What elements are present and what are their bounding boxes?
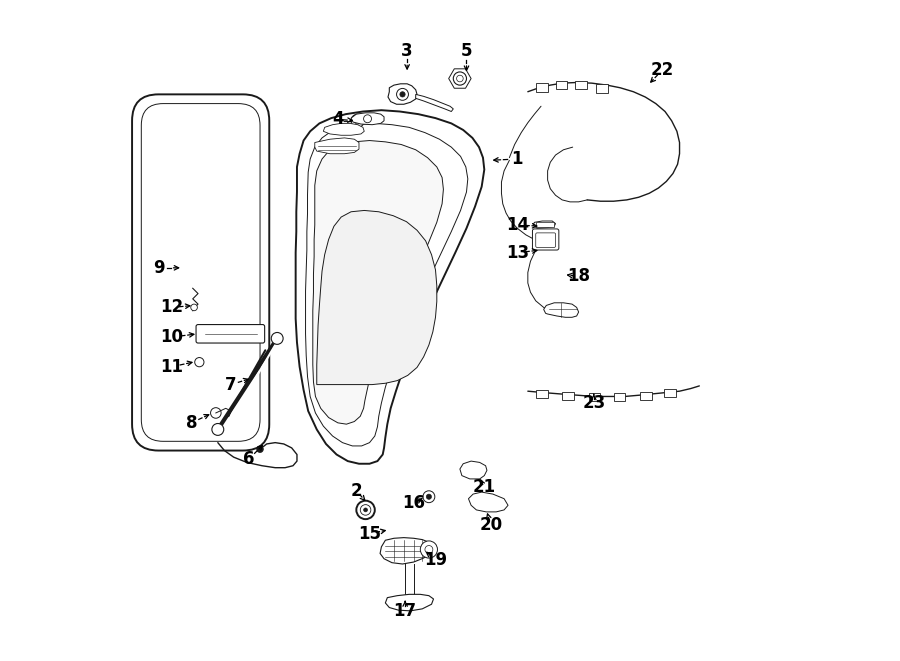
Bar [664,389,676,397]
Circle shape [194,358,204,367]
Circle shape [351,114,364,128]
Circle shape [427,494,431,499]
Polygon shape [469,492,508,512]
Text: 2: 2 [350,482,362,500]
Circle shape [271,332,284,344]
Bar [562,392,574,400]
Polygon shape [313,141,444,424]
FancyBboxPatch shape [536,233,555,247]
Circle shape [364,508,367,512]
Text: 18: 18 [567,268,590,286]
Polygon shape [385,594,434,611]
Polygon shape [449,69,471,88]
Text: 8: 8 [185,414,197,432]
Circle shape [423,490,435,502]
Circle shape [454,72,466,85]
Text: 21: 21 [472,479,496,496]
Text: 16: 16 [402,494,425,512]
Polygon shape [315,138,359,154]
Bar [555,81,567,89]
Text: 1: 1 [511,150,523,168]
Bar [536,83,547,92]
Bar [589,393,600,401]
Polygon shape [305,124,468,446]
Text: 5: 5 [461,42,472,61]
Text: 23: 23 [582,394,606,412]
FancyBboxPatch shape [533,229,559,250]
Circle shape [356,500,374,519]
Text: 3: 3 [401,42,413,61]
Text: 20: 20 [480,516,502,534]
Polygon shape [533,221,555,228]
Bar [597,85,608,93]
Circle shape [256,446,264,453]
Text: 4: 4 [332,110,344,128]
Text: 11: 11 [160,358,183,376]
Circle shape [355,118,361,124]
FancyBboxPatch shape [141,104,260,442]
Text: 15: 15 [358,525,381,543]
Circle shape [425,545,433,553]
Circle shape [212,424,224,436]
Text: 13: 13 [506,244,529,262]
Text: 22: 22 [651,61,674,79]
Bar [640,392,652,400]
Circle shape [364,115,372,123]
Text: 7: 7 [225,375,237,393]
Polygon shape [296,110,484,464]
Polygon shape [351,113,384,125]
Polygon shape [380,537,431,564]
Circle shape [420,541,437,558]
Polygon shape [416,95,454,112]
Polygon shape [388,84,417,104]
Text: 6: 6 [243,450,255,468]
Bar [614,393,626,401]
Polygon shape [460,461,487,479]
Bar [536,390,547,398]
Circle shape [360,504,371,515]
Text: 10: 10 [160,328,183,346]
Bar [575,81,587,89]
Text: 12: 12 [160,298,184,317]
FancyBboxPatch shape [132,95,269,451]
Polygon shape [323,124,364,136]
Circle shape [456,75,464,82]
Polygon shape [317,210,436,385]
Text: 14: 14 [506,216,529,234]
Text: 19: 19 [424,551,447,569]
Text: 17: 17 [393,602,417,620]
Circle shape [191,304,197,311]
Circle shape [211,408,221,418]
Text: 9: 9 [153,259,165,277]
Circle shape [397,89,409,100]
FancyBboxPatch shape [196,325,265,343]
Circle shape [400,92,405,97]
Polygon shape [544,303,579,317]
Bar [536,221,554,227]
